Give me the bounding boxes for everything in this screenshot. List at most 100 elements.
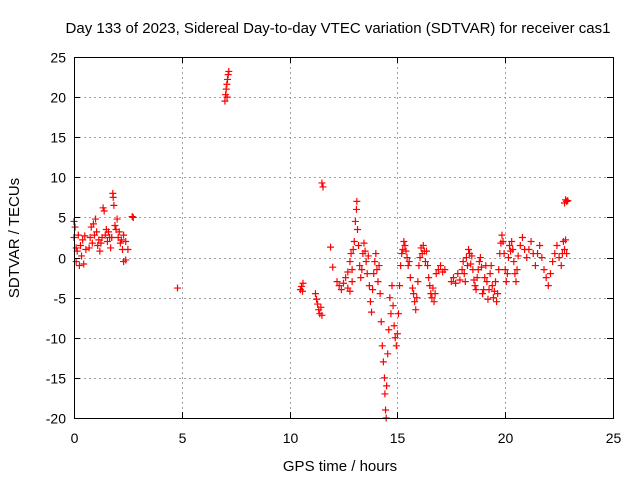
data-point (101, 231, 109, 239)
data-point (416, 254, 424, 262)
data-point (553, 242, 561, 250)
data-point (458, 266, 466, 274)
data-point (354, 225, 362, 233)
data-point (434, 266, 442, 274)
data-point (366, 298, 374, 306)
axis-ticks (74, 57, 614, 419)
data-point (109, 193, 117, 201)
data-point (93, 228, 101, 236)
x-tick-label: 5 (179, 430, 187, 446)
data-point (500, 250, 508, 258)
data-point (318, 311, 326, 319)
data-point (342, 274, 350, 282)
data-point (311, 290, 319, 298)
data-point (441, 266, 449, 274)
data-point (534, 250, 542, 258)
data-point (411, 298, 419, 306)
data-point (557, 262, 565, 270)
data-point (514, 252, 522, 260)
data-point (350, 238, 358, 246)
data-point (335, 282, 343, 290)
data-point (72, 244, 80, 252)
data-point (392, 342, 400, 350)
data-point (389, 302, 397, 310)
data-point (365, 282, 373, 290)
data-point (346, 258, 354, 266)
data-point (506, 242, 514, 250)
data-point (447, 278, 455, 286)
data-point (347, 250, 355, 258)
data-point (431, 290, 439, 298)
data-point (85, 244, 93, 252)
x-tick-label: 0 (71, 430, 79, 446)
data-point (374, 278, 382, 286)
data-point (223, 80, 231, 88)
y-tick-label: 25 (50, 50, 66, 66)
data-point (468, 252, 476, 260)
data-point (437, 262, 445, 270)
y-tick-label: 10 (50, 170, 66, 186)
data-point (364, 252, 372, 260)
data-point (116, 239, 124, 247)
data-point (424, 262, 432, 270)
data-point (110, 201, 118, 209)
data-point (462, 254, 470, 262)
data-point (333, 278, 341, 286)
data-point (494, 290, 502, 298)
data-point (348, 278, 356, 286)
x-tick-label: 15 (390, 430, 406, 446)
data-point (329, 263, 337, 271)
data-point (479, 290, 487, 298)
y-tick-label: -5 (54, 291, 67, 307)
data-point (368, 308, 376, 316)
data-point (549, 258, 557, 266)
data-point (408, 284, 416, 292)
data-point (370, 270, 378, 278)
data-point (398, 250, 406, 258)
x-tick-label: 20 (498, 430, 514, 446)
data-point (108, 234, 116, 241)
data-point (454, 270, 462, 278)
data-point (78, 252, 86, 260)
y-axis-label: SDTVAR / TECUs (6, 178, 23, 298)
data-point (129, 213, 137, 221)
data-point (377, 318, 385, 326)
data-point (525, 246, 533, 254)
data-point (383, 382, 391, 390)
data-point (381, 390, 389, 398)
data-point (414, 278, 422, 286)
data-point (222, 85, 230, 93)
data-point (117, 236, 125, 244)
data-point (430, 298, 438, 306)
data-point (498, 231, 506, 239)
data-point (402, 247, 410, 255)
data-point (404, 262, 412, 270)
data-point (476, 254, 484, 262)
data-point (465, 246, 473, 254)
data-point (373, 266, 381, 274)
data-point (400, 238, 408, 246)
data-point (538, 254, 546, 262)
data-point (499, 238, 507, 246)
data-point (410, 290, 418, 298)
data-point (122, 256, 130, 264)
data-point (486, 270, 494, 278)
data-point (484, 295, 492, 303)
data-point (527, 238, 535, 246)
data-point (224, 75, 232, 83)
data-point (510, 258, 518, 266)
data-point (413, 294, 421, 302)
data-point (74, 231, 82, 239)
data-point (421, 258, 429, 266)
data-point (493, 298, 501, 306)
data-point (224, 71, 232, 79)
y-tick-label: 0 (58, 251, 66, 267)
data-point (100, 207, 108, 215)
data-point (352, 205, 360, 213)
data-point (393, 330, 401, 338)
data-point (120, 231, 128, 239)
data-point (472, 286, 480, 294)
data-point (463, 262, 471, 270)
y-tick-label: 5 (58, 210, 66, 226)
data-point (72, 258, 80, 266)
